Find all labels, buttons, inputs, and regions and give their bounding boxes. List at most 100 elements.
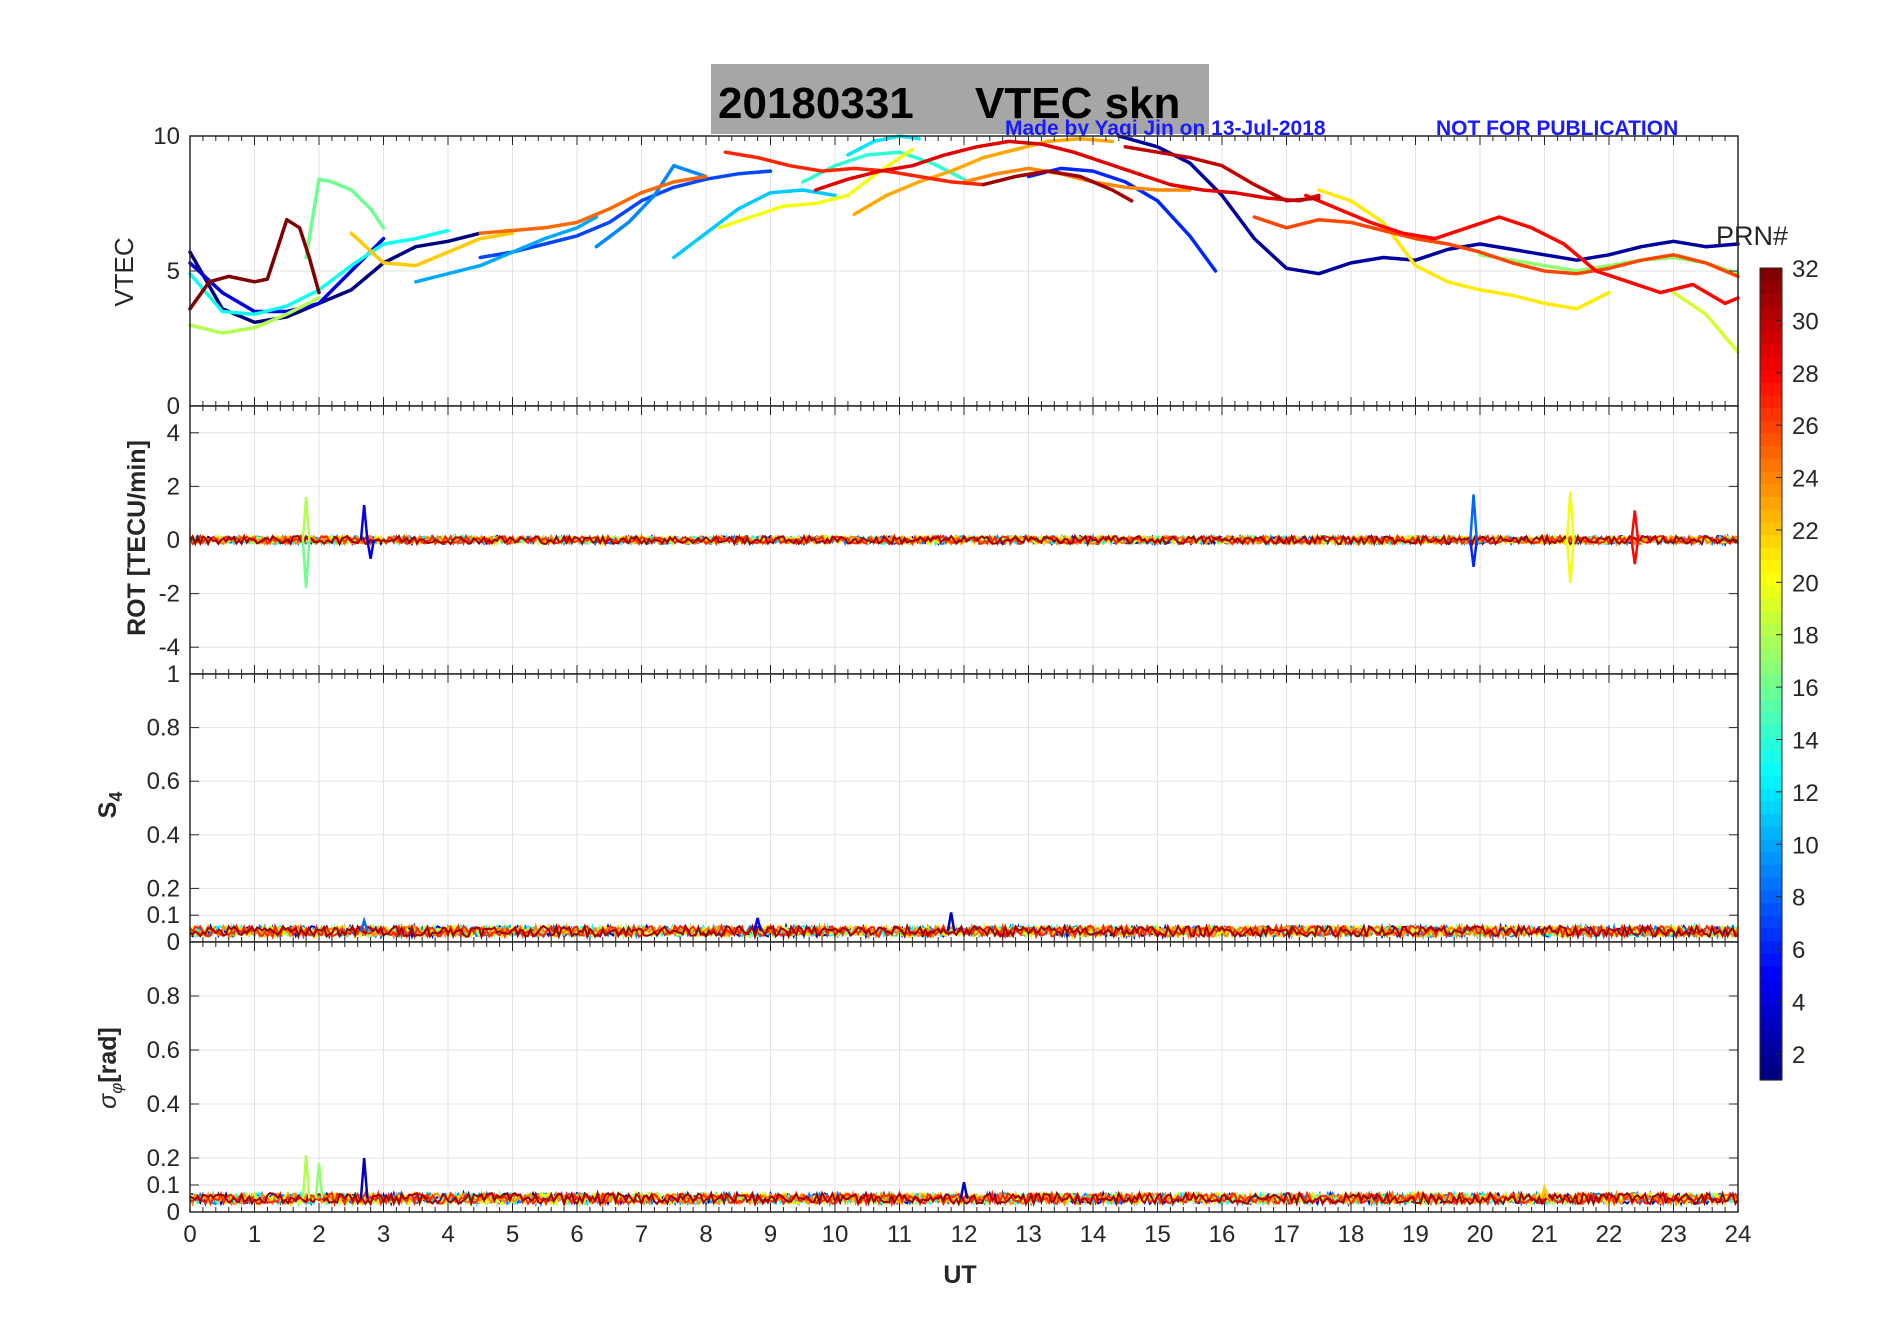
panel-rot: -4 -2 0 2 4 <box>159 405 1739 675</box>
vtec-series-prn-32 <box>188 217 321 311</box>
colorbar-step <box>1760 394 1782 409</box>
x-tick-label: 4 <box>441 1221 454 1248</box>
noise-band-prn-31 <box>189 1189 1739 1208</box>
colorbar-step <box>1760 420 1782 434</box>
colorbar-step <box>1760 978 1782 992</box>
y-tick-label: 0.2 <box>147 1145 180 1172</box>
y-tick-label: 0.4 <box>147 1091 180 1118</box>
colorbar-tick-label: 14 <box>1792 727 1819 754</box>
colorbar-step <box>1760 991 1782 1005</box>
spike-prn-8 <box>1469 494 1479 541</box>
colorbar-step <box>1760 686 1782 700</box>
y-tick-label: 2 <box>167 473 180 500</box>
colorbar-step <box>1760 902 1782 916</box>
y-tick-label: 0.1 <box>147 902 180 929</box>
x-tick-label: 24 <box>1725 1221 1752 1248</box>
vtec-series-prn-9 <box>594 163 708 249</box>
colorbar-step <box>1760 280 1782 294</box>
x-tick-label: 1 <box>248 1221 261 1248</box>
rot-ylabel: ROT [TECU/min] <box>123 440 151 636</box>
y-tick-label: 0 <box>167 527 180 554</box>
y-tick-label: 0.8 <box>147 983 180 1010</box>
credit-made-by: Made by Yaqi Jin on 13-Jul-2018 <box>1005 117 1326 140</box>
y-tick-label: 0 <box>167 929 180 956</box>
vtec-series-prn-25 <box>478 174 708 235</box>
colorbar-step <box>1760 762 1782 777</box>
colorbar-tick-label: 18 <box>1792 623 1819 650</box>
colorbar-tick-label: 16 <box>1792 675 1819 702</box>
vtec-series-prn-26 <box>1252 215 1740 279</box>
colorbar-step <box>1760 407 1782 421</box>
colorbar-step <box>1760 826 1782 840</box>
colorbar-border <box>1759 267 1783 1081</box>
colorbar-step <box>1760 788 1782 802</box>
y-tick-label: 0 <box>167 393 180 420</box>
colorbar-step <box>1760 483 1782 497</box>
spike-prn-8 <box>359 916 369 932</box>
vtec-series-prn-16 <box>304 177 386 260</box>
x-tick-label: 19 <box>1402 1221 1429 1248</box>
colorbar-step <box>1760 547 1782 561</box>
colorbar-step <box>1760 699 1782 713</box>
y-tick-label: 0.6 <box>147 1037 180 1064</box>
colorbar-tick-label: 26 <box>1792 413 1819 440</box>
colorbar-step <box>1760 674 1782 688</box>
spike-prn-18 <box>301 497 311 541</box>
colorbar-step <box>1760 1041 1782 1056</box>
colorbar-step <box>1760 268 1782 282</box>
colorbar-step <box>1760 775 1782 789</box>
colorbar-step <box>1760 559 1782 574</box>
colorbar-step <box>1760 661 1782 675</box>
y-tick-label: 0.2 <box>147 875 180 902</box>
spike-prn-17 <box>314 1163 324 1199</box>
spike-prn-3 <box>359 1157 369 1199</box>
vtec-series-prn-29 <box>813 139 1321 203</box>
panel-sigma_phi: 00.10.20.40.60.80 1 2 3 4 5 6 7 8 9 10 11 12 13 14 15 16… <box>147 941 1752 1248</box>
series-group <box>189 491 1739 589</box>
x-tick-label: 16 <box>1209 1221 1236 1248</box>
sigma-sub: φ <box>107 1083 126 1094</box>
colorbar-step <box>1760 750 1782 764</box>
vtec-series-prn-27 <box>723 150 986 187</box>
y-tick-label: 0.1 <box>147 1172 180 1199</box>
colorbar-step <box>1760 712 1782 726</box>
colorbar-step <box>1760 838 1782 853</box>
colorbar-step <box>1760 382 1782 396</box>
vtec-series-prn-18 <box>188 296 321 335</box>
vtec-series-prn-24 <box>962 166 1192 192</box>
x-tick-label: 21 <box>1531 1221 1558 1248</box>
y-tick-label: 0.8 <box>147 715 180 742</box>
spike-prn-3 <box>959 1182 969 1199</box>
s4-ylabel-sub: 4 <box>106 792 126 802</box>
colorbar-tick-label: 12 <box>1792 780 1819 807</box>
vtec-series-prn-2 <box>1117 134 1740 276</box>
colorbar-step <box>1760 458 1782 472</box>
series-group <box>188 134 1740 354</box>
colorbar-step <box>1760 953 1782 967</box>
y-tick-label: 4 <box>167 420 180 447</box>
noise-band-prn-31 <box>189 533 1739 547</box>
colorbar-tick-label: 30 <box>1792 308 1819 335</box>
x-tick-label: 9 <box>764 1221 777 1248</box>
colorbar-step <box>1760 940 1782 954</box>
vtec-series-prn-14 <box>801 150 966 184</box>
spike-prn-28 <box>1630 539 1640 565</box>
colorbar-step <box>1760 369 1782 383</box>
sigma-unit: [rad] <box>94 1027 122 1083</box>
colorbar-tick-label: 22 <box>1792 518 1819 545</box>
colorbar-step <box>1760 1054 1782 1068</box>
colorbar-step <box>1760 509 1782 523</box>
colorbar-step <box>1760 432 1782 447</box>
vtec-series-prn-7 <box>478 169 773 260</box>
x-tick-label: 12 <box>951 1221 978 1248</box>
vtec-series-prn-30 <box>1123 145 1321 203</box>
x-tick-label: 20 <box>1467 1221 1494 1248</box>
x-tick-label: 22 <box>1596 1221 1623 1248</box>
colorbar-step <box>1760 623 1782 637</box>
colorbar-tick-label: 32 <box>1792 256 1819 283</box>
spike-prn-4 <box>366 539 376 559</box>
colorbar-step <box>1760 293 1782 307</box>
vtec-series-prn-1 <box>188 231 483 325</box>
colorbar-step <box>1760 864 1782 878</box>
